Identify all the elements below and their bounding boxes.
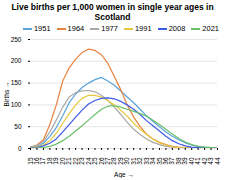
- svg-text:39: 39: [181, 157, 189, 165]
- svg-text:22: 22: [71, 157, 79, 165]
- svg-text:43: 43: [207, 157, 215, 165]
- svg-text:37: 37: [168, 157, 176, 165]
- svg-text:15: 15: [26, 157, 34, 165]
- svg-text:23: 23: [78, 157, 86, 165]
- svg-text:150: 150: [11, 79, 22, 86]
- html-text:1964: 1964: [67, 24, 85, 33]
- svg-text:26: 26: [97, 157, 105, 165]
- svg-text:Births →: Births →: [3, 82, 10, 107]
- html-text:1951: 1951: [33, 24, 51, 33]
- svg-text:30: 30: [123, 157, 131, 165]
- svg-text:50: 50: [14, 123, 22, 130]
- svg-text:20: 20: [58, 157, 66, 165]
- html-text:2021: 2021: [202, 24, 219, 33]
- svg-text:250: 250: [11, 36, 22, 43]
- svg-text:38: 38: [174, 157, 182, 165]
- svg-text:31: 31: [129, 157, 137, 165]
- svg-text:34: 34: [149, 157, 157, 165]
- html-text:1991: 1991: [134, 24, 152, 33]
- svg-text:29: 29: [116, 157, 124, 165]
- svg-text:19: 19: [52, 157, 60, 165]
- svg-text:27: 27: [104, 157, 111, 165]
- svg-text:40: 40: [187, 157, 195, 165]
- html-text:Live births per 1,000 women in: Live births per 1,000 women in single ye…: [11, 2, 214, 22]
- svg-text:33: 33: [142, 157, 150, 165]
- svg-text:28: 28: [110, 157, 118, 165]
- html-text:1977: 1977: [101, 24, 118, 33]
- svg-text:Age →: Age →: [114, 171, 134, 179]
- svg-text:32: 32: [136, 157, 144, 165]
- svg-text:100: 100: [11, 101, 22, 108]
- svg-text:36: 36: [162, 157, 169, 165]
- svg-text:35: 35: [155, 157, 163, 165]
- svg-text:25: 25: [91, 157, 99, 165]
- svg-text:16: 16: [33, 157, 40, 165]
- svg-text:18: 18: [45, 157, 53, 165]
- html-text:2008: 2008: [168, 24, 186, 33]
- svg-text:24: 24: [84, 157, 92, 165]
- svg-text:44: 44: [214, 157, 221, 165]
- svg-text:0: 0: [18, 145, 22, 152]
- svg-text:21: 21: [65, 157, 73, 165]
- svg-text:17: 17: [39, 157, 47, 165]
- svg-text:42: 42: [200, 157, 208, 165]
- svg-text:200: 200: [11, 57, 22, 64]
- svg-text:41: 41: [194, 157, 202, 165]
